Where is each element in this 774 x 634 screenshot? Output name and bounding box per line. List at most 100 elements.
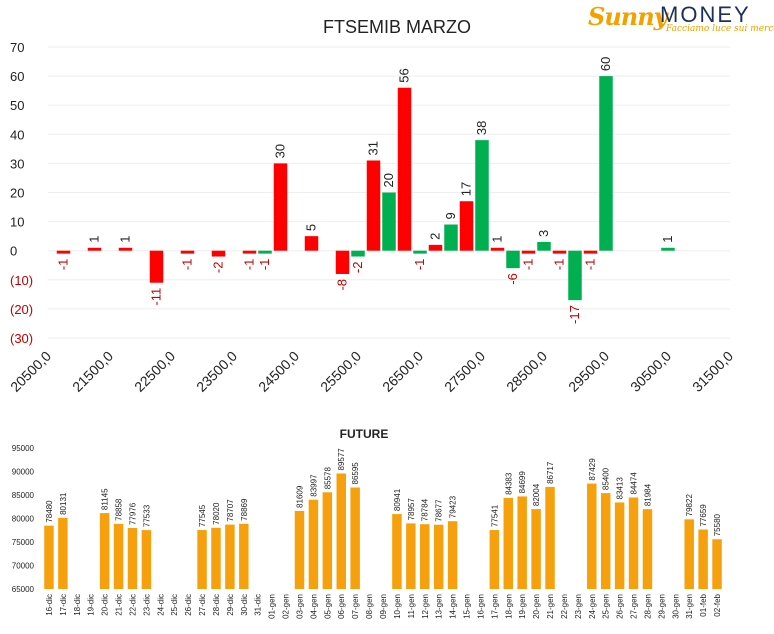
- future-x-tick-label: 09-gen: [379, 594, 388, 619]
- future-x-tick-label: 26-dic: [184, 594, 193, 616]
- future-x-tick-label: 23-gen: [574, 594, 583, 619]
- future-data-label: 78858: [115, 498, 124, 521]
- x-tick-label: 29500,0: [565, 348, 612, 395]
- future-x-tick-label: 27-dic: [198, 594, 207, 616]
- future-x-tick-label: 21-gen: [546, 594, 555, 619]
- future-x-tick-label: 16-gen: [476, 594, 485, 619]
- bar: [180, 250, 195, 254]
- future-bar: [58, 517, 68, 589]
- bar: [211, 250, 226, 257]
- future-bar: [211, 527, 221, 589]
- future-data-label: 77659: [699, 504, 708, 527]
- future-x-tick-label: 17-gen: [490, 594, 499, 619]
- future-data-label: 83997: [309, 474, 318, 497]
- bar: [382, 192, 396, 251]
- future-x-tick-label: 28-gen: [643, 594, 652, 619]
- data-label: -2: [211, 262, 226, 274]
- data-label: 60: [598, 57, 613, 71]
- future-data-label: 77545: [198, 504, 207, 527]
- bar: [444, 224, 458, 251]
- future-x-tick-label: 06-gen: [337, 594, 346, 619]
- future-bar: [127, 528, 138, 589]
- data-label: -1: [412, 259, 427, 271]
- future-data-label: 89577: [337, 448, 346, 471]
- data-label: -1: [56, 259, 71, 271]
- y-tick-label: 0: [10, 244, 17, 259]
- future-x-tick-label: 21-dic: [115, 594, 124, 616]
- x-tick-label: 22500,0: [131, 348, 178, 395]
- bar: [475, 140, 489, 251]
- future-bar: [44, 525, 54, 589]
- future-y-tick-label: 95000: [12, 444, 35, 453]
- bar: [87, 247, 102, 251]
- future-data-label: 84383: [504, 472, 513, 495]
- future-x-tick-label: 16-dic: [45, 594, 54, 616]
- bar: [273, 163, 288, 251]
- future-bar: [545, 486, 555, 589]
- bar: [428, 244, 443, 251]
- bar: [351, 250, 365, 257]
- x-tick-label: 28500,0: [503, 348, 550, 395]
- future-x-tick-label: 11-gen: [407, 594, 416, 618]
- future-data-label: 78957: [407, 498, 416, 521]
- data-label: 56: [397, 68, 412, 82]
- x-tick-label: 31500,0: [689, 348, 736, 395]
- chart-title: FTSEMIB MARZO: [323, 17, 471, 37]
- future-y-tick-label: 65000: [12, 585, 35, 594]
- future-x-tick-label: 27-gen: [630, 594, 639, 619]
- future-data-label: 78480: [45, 500, 54, 523]
- x-tick-label: 20500,0: [7, 348, 54, 395]
- y-axis: 70 60 50 40 30 20 10 0 (10) (20) (30): [10, 40, 33, 346]
- future-data-label: 85578: [323, 466, 332, 489]
- future-data-label: 84474: [630, 472, 639, 495]
- future-x-tick-label: 12-gen: [421, 594, 430, 619]
- bar: [258, 250, 272, 254]
- future-x-tick-label: 17-dic: [59, 594, 68, 616]
- future-data-label: 79822: [685, 494, 694, 517]
- future-data-label: 86595: [351, 462, 360, 485]
- x-tick-label: 21500,0: [69, 348, 116, 395]
- data-label: 1: [660, 236, 675, 243]
- future-x-tick-label: 24-dic: [156, 594, 165, 616]
- future-data-label: 78869: [240, 498, 249, 521]
- future-bar: [294, 510, 305, 589]
- future-data-label: 83413: [616, 477, 625, 500]
- future-bar: [698, 529, 708, 589]
- future-data-label: 80131: [59, 492, 68, 515]
- x-axis: 20500,0 21500,0 22500,0 23500,0 24500,0 25500…: [7, 348, 736, 395]
- future-x-tick-label: 02-feb: [713, 593, 722, 616]
- future-bar: [406, 523, 416, 589]
- future-data-label: 78020: [212, 502, 221, 525]
- data-label: 17: [459, 182, 474, 196]
- future-x-tick-label: 19-gen: [518, 594, 527, 619]
- future-data-label: 85400: [602, 467, 611, 490]
- future-x-tick-label: 29-gen: [657, 594, 666, 619]
- future-bar: [642, 509, 653, 589]
- future-data-label: 75580: [713, 513, 722, 536]
- future-data-label: 79423: [449, 495, 458, 518]
- future-y-tick-label: 75000: [12, 538, 35, 547]
- x-tick-label: 30500,0: [627, 348, 674, 395]
- bar: [242, 250, 257, 254]
- future-bar: [433, 524, 444, 589]
- y-tick-label: 50: [10, 98, 24, 113]
- future-data-label: 78784: [421, 498, 430, 521]
- future-bar: [628, 497, 639, 589]
- future-data-label: 81984: [643, 483, 652, 506]
- data-label: 1: [87, 236, 102, 243]
- data-label: 20: [381, 173, 396, 187]
- future-bar: [336, 473, 346, 589]
- future-data-label: 84699: [518, 471, 527, 494]
- y-tick-label: (10): [10, 273, 33, 288]
- future-bar: [447, 521, 458, 589]
- y-tick-label: (20): [10, 302, 33, 317]
- data-label: 30: [273, 144, 288, 158]
- future-bar: [113, 523, 124, 589]
- future-data-label: 82004: [532, 483, 541, 506]
- future-x-tick-label: 01-feb: [699, 593, 708, 616]
- sunny-money-logo: Sunny MONEY Facciamo luce sui mercati: [588, 2, 774, 38]
- data-label: 9: [443, 212, 458, 219]
- future-bar: [587, 483, 597, 589]
- x-tick-label: 23500,0: [193, 348, 240, 395]
- future-x-tick-label: 20-gen: [532, 594, 541, 619]
